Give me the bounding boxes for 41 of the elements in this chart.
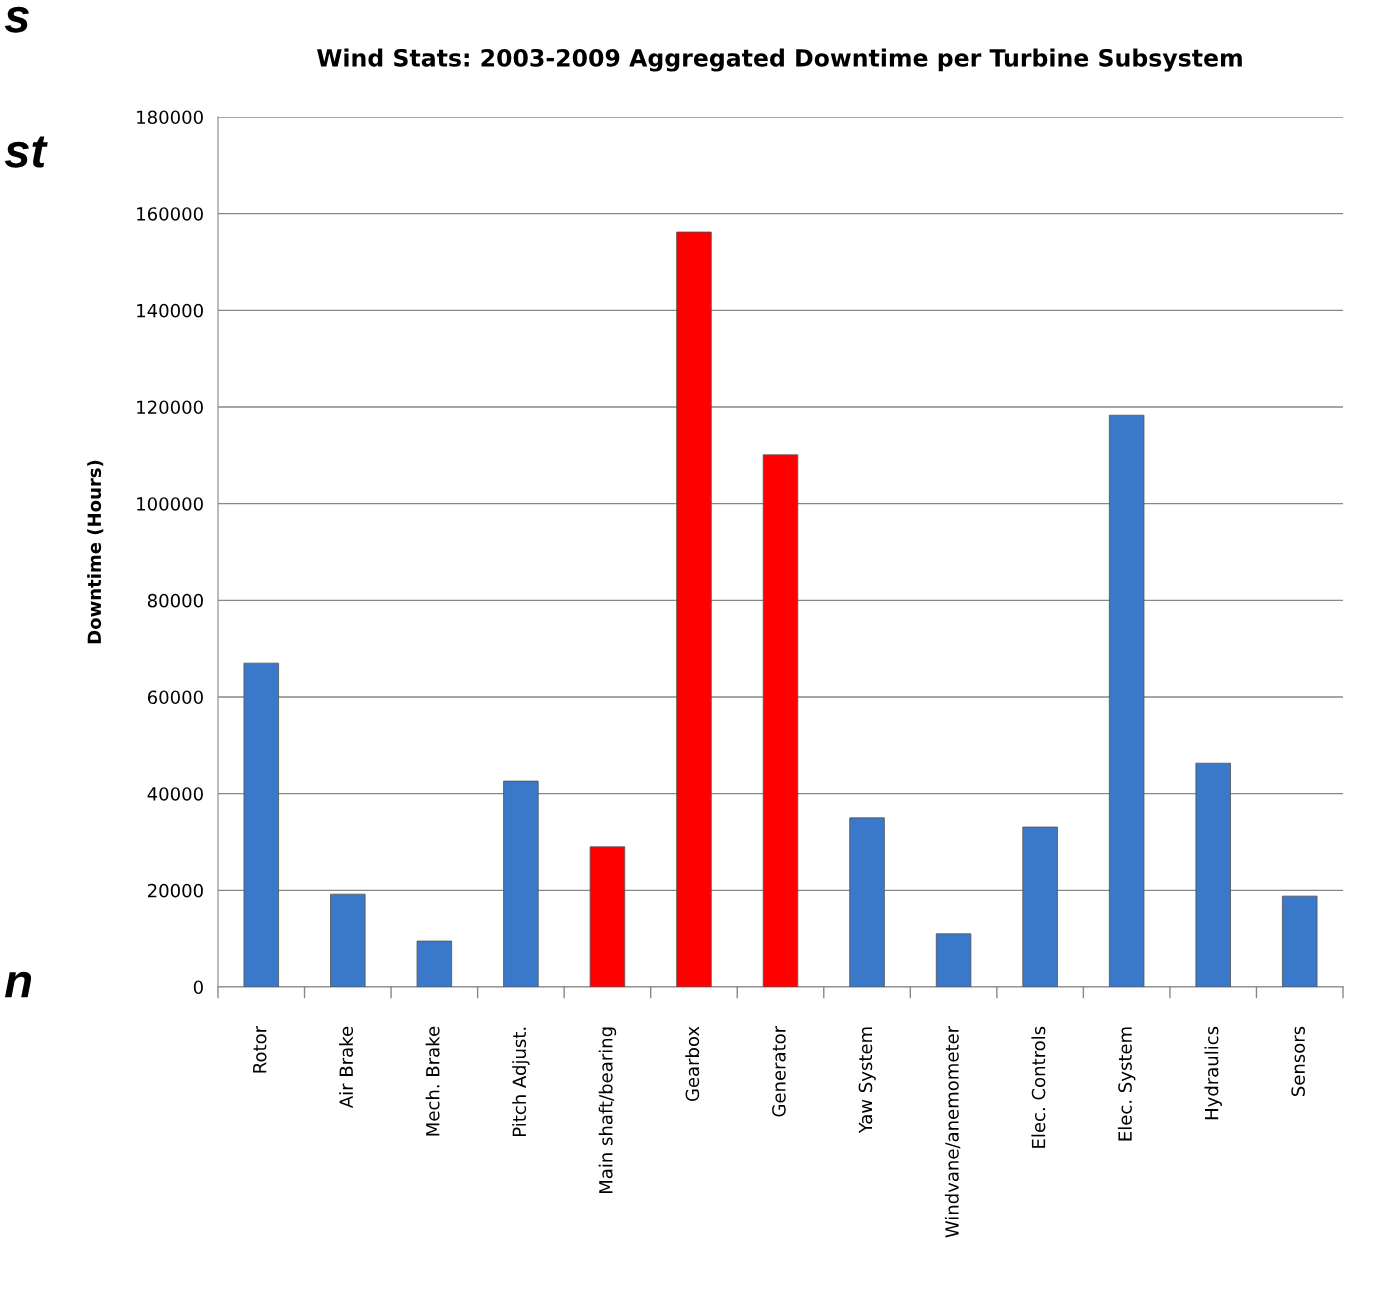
bar [589, 846, 626, 987]
x-tick-label: Yaw System [858, 1027, 876, 1134]
y-tick-label: 120000 [137, 400, 203, 415]
y-tick-label: 100000 [137, 497, 203, 511]
y-tick-label: 140000 [137, 303, 203, 318]
bar [1022, 826, 1058, 987]
bar [1282, 895, 1318, 987]
y-tick-label: 20000 [148, 883, 203, 898]
x-tick-label: Main shaft/bearing [598, 1027, 617, 1194]
x-tick-label: Pitch Adjust. [512, 1027, 530, 1136]
y-tick-label: 60000 [147, 690, 203, 705]
x-tick-label: Generator [772, 1025, 786, 1117]
text: n [4, 971, 32, 998]
x-tick-label: Hydraulics [1204, 1026, 1222, 1120]
bar [503, 780, 539, 987]
y-tick-label: 40000 [147, 787, 203, 801]
x-tick-label: Rotor [253, 1025, 267, 1073]
bar [1108, 414, 1145, 987]
y-tick-label: 180000 [137, 110, 203, 125]
x-tick-label: Elec. System [1117, 1027, 1136, 1141]
y-axis-title: Downtime (Hours) [87, 460, 104, 644]
text: st [4, 136, 48, 168]
x-tick-label: Windvane/anemometer [944, 1025, 961, 1238]
text: s [4, 6, 29, 33]
x-tick-label: Sensors [1291, 1026, 1305, 1096]
y-tick-label: 0 [193, 980, 203, 995]
bar [243, 662, 279, 987]
x-tick-label: Elec. Controls [1031, 1026, 1046, 1148]
bar [416, 940, 453, 987]
y-tick-label: 80000 [147, 593, 203, 608]
bar [330, 893, 366, 987]
x-tick-label: Air Brake [339, 1026, 354, 1109]
x-tick-label: Gearbox [685, 1026, 700, 1102]
bar [935, 933, 972, 987]
y-tick-label: 160000 [137, 207, 203, 221]
chart-title: Wind Stats: 2003-2009 Aggregated Downtime per Turbine Subsystem [317, 48, 1242, 72]
x-tick-label: Mech. Brake [425, 1026, 440, 1136]
bar [1195, 762, 1231, 987]
bar [676, 231, 712, 987]
bar [849, 817, 885, 987]
bar [762, 454, 799, 987]
